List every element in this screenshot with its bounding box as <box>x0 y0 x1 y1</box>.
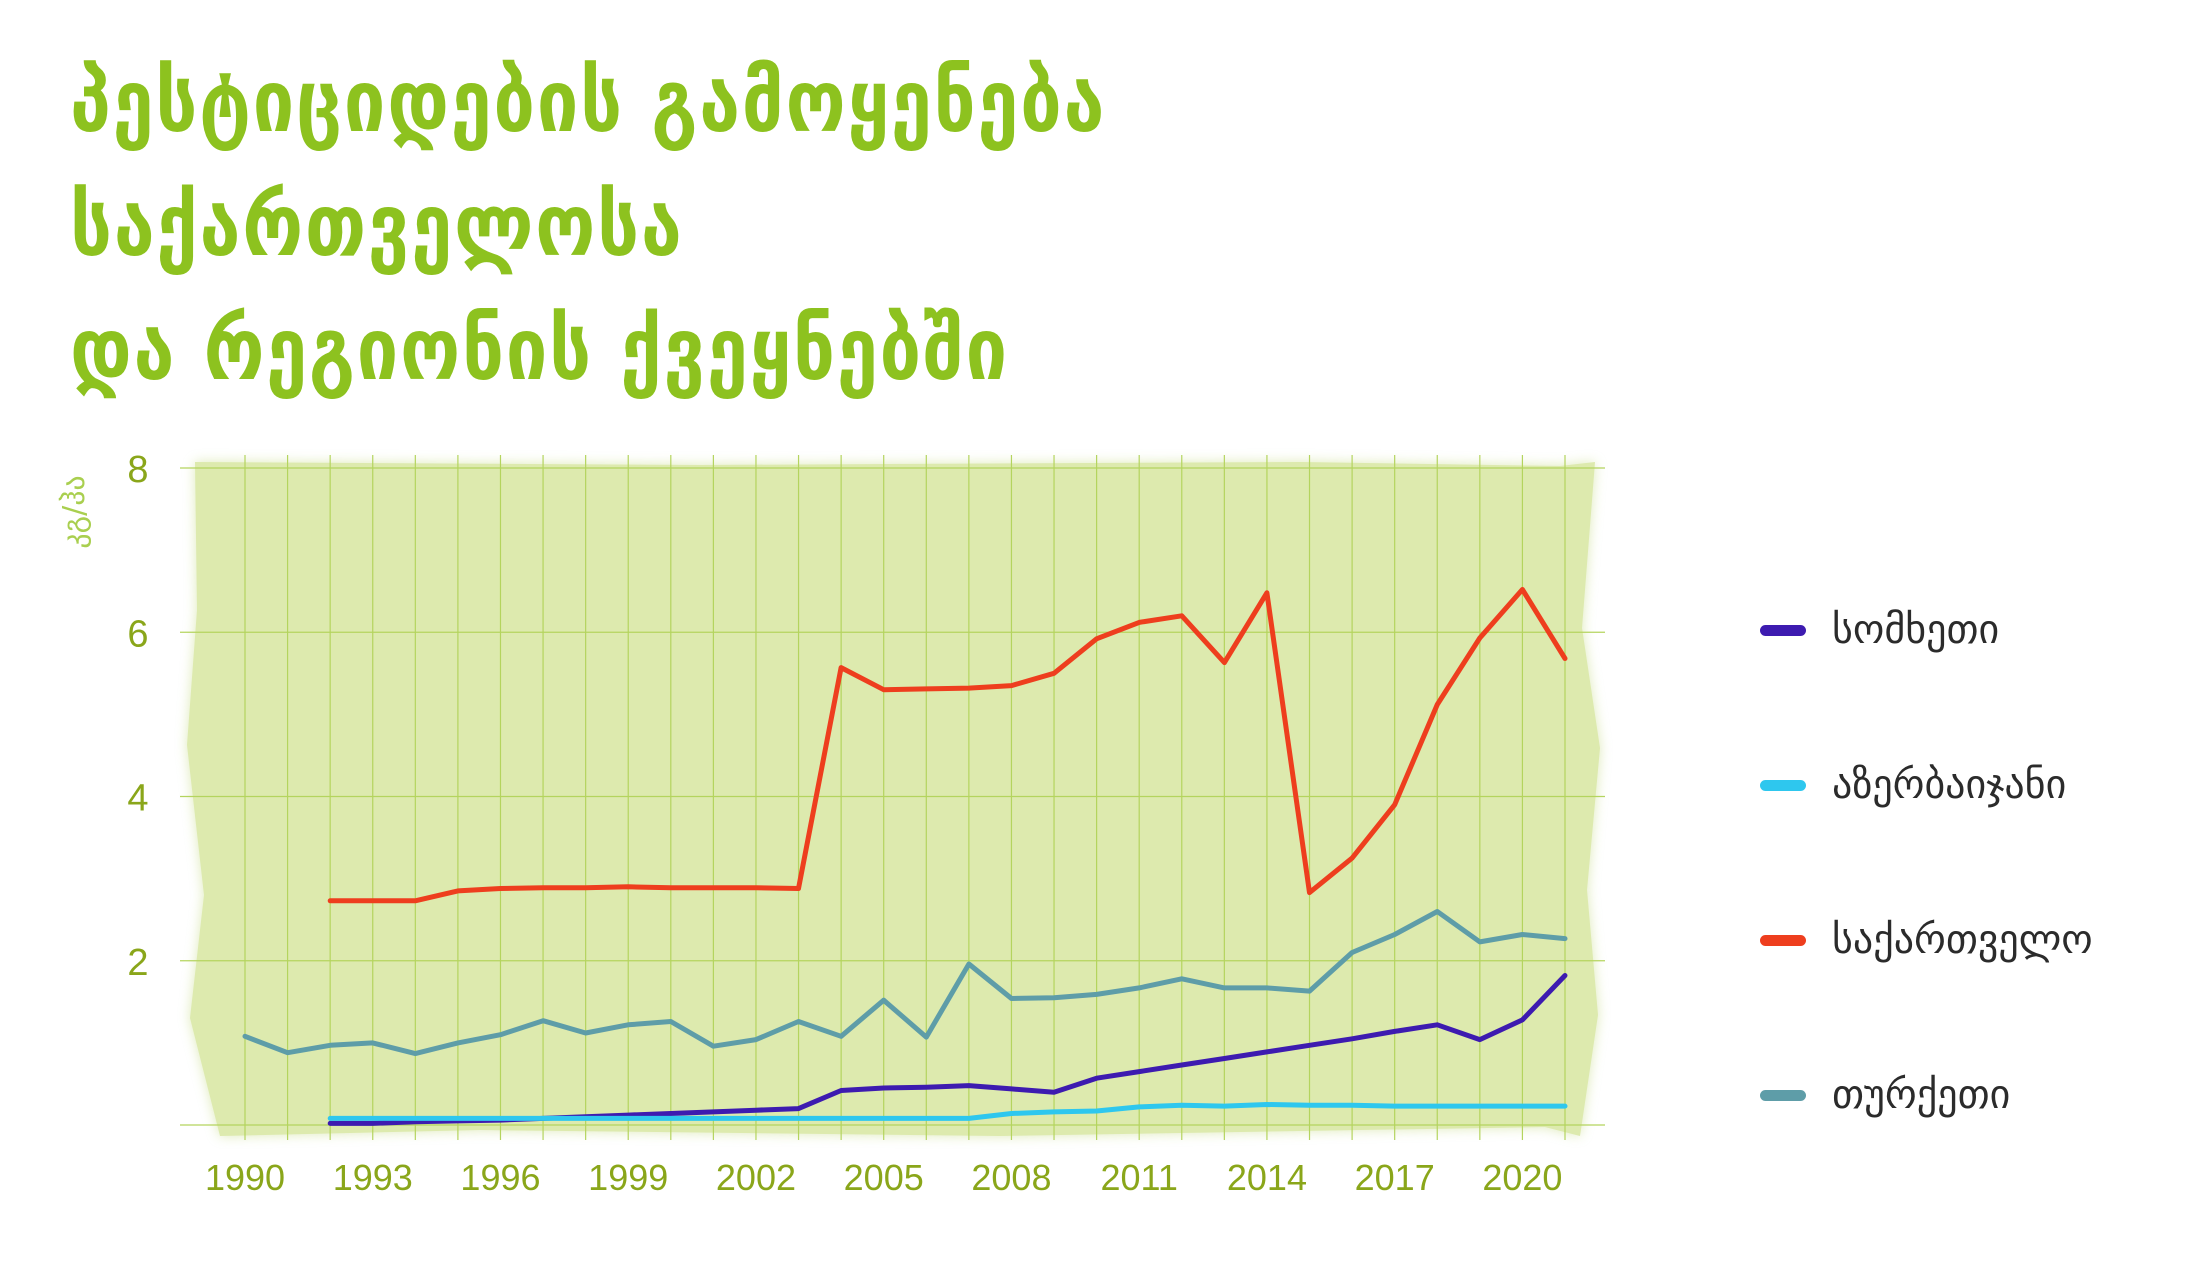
legend-swatch <box>1760 779 1806 791</box>
x-tick-label: 1993 <box>333 1157 413 1198</box>
legend-item: საქართველო <box>1760 910 2093 970</box>
x-tick-label: 2017 <box>1355 1157 1435 1198</box>
x-tick-label: 2011 <box>1100 1157 1177 1198</box>
x-tick-label: 2008 <box>971 1157 1051 1198</box>
x-tick-label: 1990 <box>205 1157 285 1198</box>
x-tick-label: 1999 <box>588 1157 668 1198</box>
legend-item: აზერბაიჯანი <box>1760 755 2066 815</box>
title-line-1: პესტიციდების გამოყენება საქართველოსა <box>70 52 1107 276</box>
legend-label: თურქეთი <box>1832 1072 2011 1118</box>
legend-label: საქართველო <box>1832 917 2093 963</box>
y-tick-label: 6 <box>127 613 148 655</box>
legend-swatch <box>1760 624 1806 636</box>
x-tick-label: 2002 <box>716 1157 796 1198</box>
series-line <box>327 1102 1568 1121</box>
page-title: პესტიციდების გამოყენება საქართველოსა და … <box>70 40 1704 412</box>
x-tick-label: 1996 <box>460 1157 540 1198</box>
series-line <box>327 587 1568 904</box>
legend-item: თურქეთი <box>1760 1065 2010 1125</box>
legend-item: სომხეთი <box>1760 600 1999 660</box>
legend-swatch <box>1760 934 1806 946</box>
x-tick-label: 2014 <box>1227 1157 1307 1198</box>
series <box>242 587 1568 1126</box>
legend-label: აზერბაიჯანი <box>1832 762 2067 808</box>
legend-label: სომხეთი <box>1832 607 2000 653</box>
y-axis-label: კგ/ჰა <box>57 475 92 548</box>
title-line-2: და რეგიონის ქვეყნებში <box>70 300 1009 400</box>
x-tick-label: 2005 <box>844 1157 924 1198</box>
legend-swatch <box>1760 1089 1806 1101</box>
y-tick-label: 4 <box>127 778 148 820</box>
series-line <box>242 909 1568 1057</box>
axes: 2 4 6 8 1990 1993 1996 1999 2002 2005 2008 2011 2014… <box>57 449 1562 1198</box>
x-tick-label: 2020 <box>1482 1157 1562 1198</box>
grid <box>180 455 1605 1140</box>
y-tick-label: 8 <box>127 449 148 491</box>
y-tick-label: 2 <box>127 942 148 984</box>
